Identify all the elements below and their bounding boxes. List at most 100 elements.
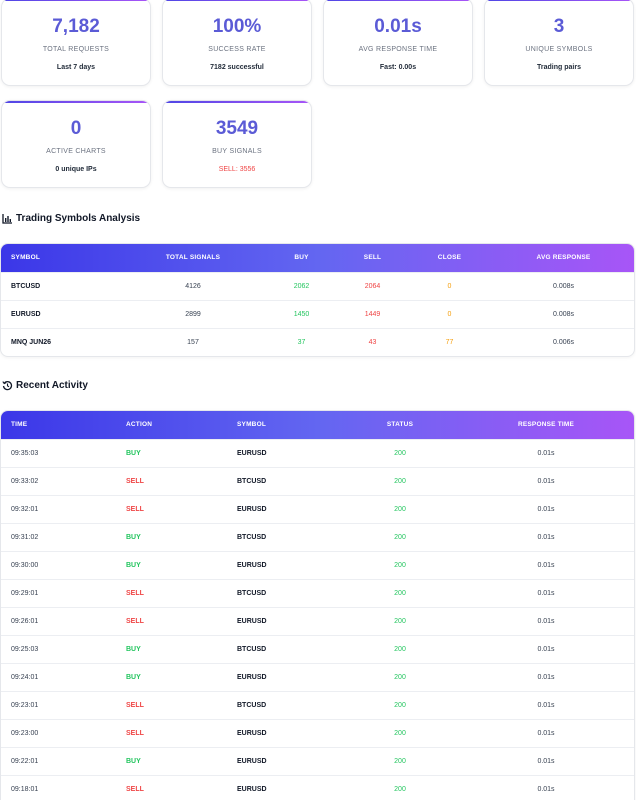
time-cell: 09:23:00 [1,718,116,747]
stat-value: 3 [553,16,565,37]
buy-cell: 2062 [266,271,337,300]
stat-card-unique-symbols: 3 UNIQUE SYMBOLS Trading pairs [484,0,634,86]
stat-sub: SELL: 3556 [218,166,256,173]
time-cell: 09:18:01 [1,774,116,800]
symbol-cell: EURUSD [227,494,344,523]
status-cell: 200 [344,438,456,467]
table-row[interactable]: MNQ JUN26 157 37 43 77 0.006s [1,327,634,356]
time-cell: 09:24:01 [1,662,116,691]
table-row[interactable]: 09:35:03 BUY EURUSD 200 0.01s [1,438,634,467]
activity-table-container: TIME ACTION SYMBOL STATUS RESPONSE TIME … [0,410,635,800]
stat-label: ACTIVE CHARTS [46,148,106,155]
section-title-text: Trading Symbols Analysis [16,213,141,224]
stat-card-total-requests: 7,182 TOTAL REQUESTS Last 7 days [1,0,151,86]
sell-cell: 43 [337,327,408,356]
table-row[interactable]: 09:23:01 SELL BTCUSD 200 0.01s [1,690,634,719]
total-signals-cell: 157 [120,327,266,356]
response-time-cell: 0.01s [456,634,634,663]
section-title-text: Recent Activity [16,380,88,391]
column-header[interactable]: CLOSE [437,254,462,262]
table-row[interactable]: 09:23:00 SELL EURUSD 200 0.01s [1,718,634,747]
table-row[interactable]: 09:33:02 SELL BTCUSD 200 0.01s [1,466,634,495]
avg-response-cell: 0.008s [491,271,634,300]
table-row[interactable]: 09:25:03 BUY BTCUSD 200 0.01s [1,634,634,663]
symbol-cell: EURUSD [227,606,344,635]
activity-section-title: Recent Activity [2,380,88,391]
buy-cell: 1450 [266,299,337,328]
stat-value: 3549 [215,118,259,139]
stat-label: UNIQUE SYMBOLS [525,46,593,53]
table-row[interactable]: 09:24:01 BUY EURUSD 200 0.01s [1,662,634,691]
response-time-cell: 0.01s [456,494,634,523]
table-row[interactable]: 09:31:02 BUY BTCUSD 200 0.01s [1,522,634,551]
status-cell: 200 [344,578,456,607]
column-header[interactable]: SYMBOL [237,421,267,429]
status-cell: 200 [344,690,456,719]
column-header[interactable]: STATUS [386,421,414,429]
total-signals-cell: 2899 [120,299,266,328]
stat-sub: Fast: 0.00s [379,64,417,71]
column-header[interactable]: SYMBOL [11,254,41,262]
table-row[interactable]: 09:22:01 BUY EURUSD 200 0.01s [1,746,634,775]
column-header[interactable]: BUY [294,254,309,262]
action-cell: SELL [116,578,227,607]
time-cell: 09:33:02 [1,466,116,495]
column-header[interactable]: RESPONSE TIME [517,421,575,429]
symbol-cell: BTCUSD [227,690,344,719]
action-cell: SELL [116,466,227,495]
table-row[interactable]: EURUSD 2899 1450 1449 0 0.008s [1,299,634,328]
response-time-cell: 0.01s [456,438,634,467]
time-cell: 09:25:03 [1,634,116,663]
symbol-cell: EURUSD [227,746,344,775]
action-cell: BUY [116,662,227,691]
activity-table: TIME ACTION SYMBOL STATUS RESPONSE TIME … [1,411,634,800]
sell-cell: 2064 [337,271,408,300]
time-cell: 09:29:01 [1,578,116,607]
bar-chart-icon [2,214,12,224]
column-header[interactable]: ACTION [126,421,153,429]
action-cell: BUY [116,438,227,467]
status-cell: 200 [344,746,456,775]
stat-card-buy-signals: 3549 BUY SIGNALS SELL: 3556 [162,100,312,188]
symbol-cell: MNQ JUN26 [1,327,120,356]
history-icon [2,380,13,391]
status-cell: 200 [344,718,456,747]
table-header-row: TIME ACTION SYMBOL STATUS RESPONSE TIME [1,411,634,439]
action-cell: SELL [116,494,227,523]
table-row[interactable]: 09:18:01 SELL EURUSD 200 0.01s [1,774,634,800]
stat-sub: 7182 successful [210,64,264,71]
symbol-cell: BTCUSD [227,522,344,551]
action-cell: SELL [116,774,227,800]
column-header[interactable]: AVG RESPONSE [536,254,591,262]
symbol-cell: BTCUSD [227,634,344,663]
stat-card-active-charts: 0 ACTIVE CHARTS 0 unique IPs [1,100,151,188]
response-time-cell: 0.01s [456,550,634,579]
status-cell: 200 [344,494,456,523]
stat-label: TOTAL REQUESTS [42,46,110,53]
response-time-cell: 0.01s [456,522,634,551]
column-header[interactable]: TOTAL SIGNALS [165,254,221,262]
table-row[interactable]: BTCUSD 4126 2062 2064 0 0.008s [1,271,634,300]
response-time-cell: 0.01s [456,690,634,719]
symbol-cell: BTCUSD [1,271,120,300]
status-cell: 200 [344,606,456,635]
column-header[interactable]: SELL [363,254,382,262]
table-row[interactable]: 09:32:01 SELL EURUSD 200 0.01s [1,494,634,523]
stat-value: 7,182 [52,16,100,37]
table-row[interactable]: 09:26:01 SELL EURUSD 200 0.01s [1,606,634,635]
symbol-cell: EURUSD [227,718,344,747]
action-cell: SELL [116,690,227,719]
column-header[interactable]: TIME [11,421,28,429]
stat-label: BUY SIGNALS [212,148,262,155]
stat-label: SUCCESS RATE [208,46,266,53]
table-row[interactable]: 09:30:00 BUY EURUSD 200 0.01s [1,550,634,579]
stat-value: 100% [212,16,262,37]
symbol-cell: EURUSD [227,438,344,467]
table-row[interactable]: 09:29:01 SELL BTCUSD 200 0.01s [1,578,634,607]
status-cell: 200 [344,774,456,800]
time-cell: 09:22:01 [1,746,116,775]
close-cell: 77 [408,327,491,356]
response-time-cell: 0.01s [456,606,634,635]
response-time-cell: 0.01s [456,578,634,607]
response-time-cell: 0.01s [456,774,634,800]
